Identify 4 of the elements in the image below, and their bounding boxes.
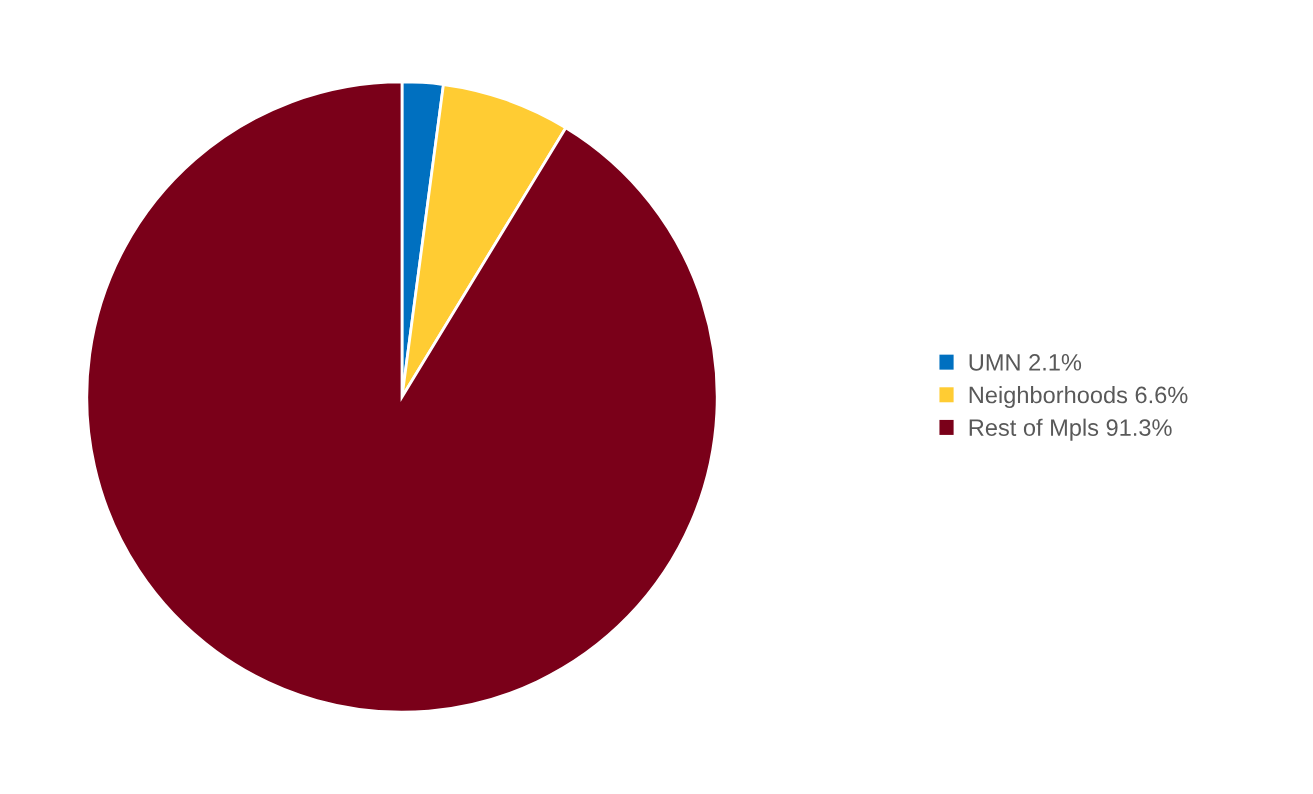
pie-slice [85,80,719,714]
legend-label: Rest of Mpls 91.3% [969,418,1172,441]
legend-label: UMN 2.1% [969,353,1082,371]
legend-label: Neighborhoods 6.6% [969,385,1188,408]
